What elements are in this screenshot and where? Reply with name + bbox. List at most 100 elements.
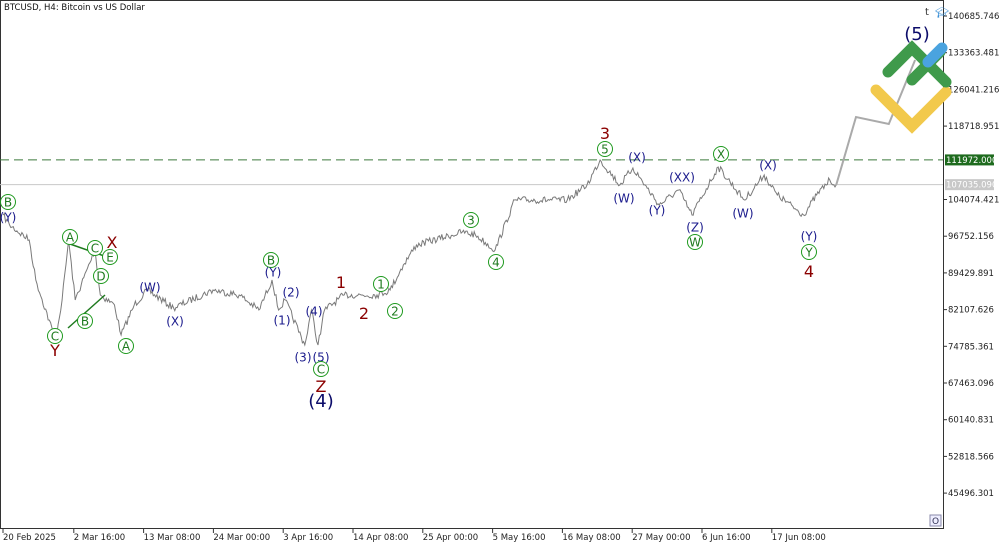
x-tick-label: 20 Feb 2025 — [3, 533, 56, 543]
wave-label[interactable]: (1) — [274, 314, 291, 328]
wave-label[interactable]: (X) — [628, 151, 646, 165]
wave-label[interactable]: B — [263, 252, 279, 268]
wave-label[interactable]: 2 — [387, 303, 403, 319]
wave-label-text: C — [317, 363, 325, 377]
chart-title: BTCUSD, H4: Bitcoin vs US Dollar — [4, 3, 145, 13]
forecast-projection-line — [835, 59, 917, 185]
wave-label-text: (W) — [732, 207, 753, 221]
wave-label-text: W — [689, 236, 701, 250]
wave-label[interactable]: E — [102, 249, 118, 265]
y-tick-label: 107035.090 — [946, 181, 997, 191]
graduation-cap-icon[interactable]: 🎓︎ — [935, 6, 949, 19]
wave-circle — [47, 328, 63, 344]
wave-label[interactable]: 4 — [488, 254, 504, 270]
wave-label[interactable]: A — [62, 229, 78, 245]
x-tick-label: 14 Apr 08:00 — [353, 533, 408, 543]
wave-label[interactable]: (Y) — [801, 230, 818, 244]
wave-label[interactable]: (2) — [283, 286, 300, 300]
wave-label-text: 1 — [336, 273, 346, 292]
y-tick-label: 96752.156 — [948, 232, 994, 242]
y-tick-label: 111972.000 — [946, 156, 997, 166]
wave-label[interactable]: (W) — [732, 207, 753, 221]
wave-label[interactable]: B — [0, 194, 16, 210]
wave-circle — [313, 361, 329, 377]
wave-label[interactable]: (4) — [308, 391, 334, 412]
o-button[interactable] — [929, 514, 942, 527]
wave-label[interactable]: 2 — [359, 304, 369, 323]
wave-label[interactable]: (5) — [313, 351, 330, 365]
wave-label[interactable]: (Y) — [0, 211, 16, 225]
wave-label-text: A — [122, 340, 131, 354]
wave-label[interactable]: 3 — [463, 212, 479, 228]
x-tick-label: 13 Mar 08:00 — [144, 533, 201, 543]
wave-label[interactable]: (XX) — [669, 171, 695, 185]
wave-label[interactable]: (W) — [139, 281, 160, 295]
wave-label-text: B — [267, 254, 275, 268]
wave-label-text: (X) — [759, 159, 777, 173]
x-tick-label: 24 Mar 00:00 — [213, 533, 270, 543]
wave-label[interactable]: 1 — [336, 273, 346, 292]
y-tick-label: 82107.626 — [948, 306, 994, 316]
wave-label[interactable]: W — [687, 234, 703, 250]
wave-label[interactable]: (Y) — [265, 266, 282, 280]
wave-label-text: (5) — [904, 24, 930, 45]
wave-label-text: 1 — [377, 278, 385, 292]
wave-label[interactable]: A — [118, 338, 134, 354]
wave-label[interactable]: Z — [316, 377, 327, 396]
wave-circle — [87, 240, 103, 256]
wave-label-text: Y — [49, 341, 60, 360]
wave-label[interactable]: 5 — [597, 141, 613, 157]
wave-label[interactable]: Y — [49, 341, 60, 360]
wave-label[interactable]: (X) — [166, 315, 184, 329]
wave-label-text: (Y) — [801, 230, 818, 244]
wave-label[interactable]: (Y) — [649, 204, 666, 218]
wave-circle — [488, 254, 504, 270]
wave-label[interactable]: (5) — [904, 24, 930, 45]
wave-label[interactable]: (4) — [306, 305, 323, 319]
y-tick-label: 60140.831 — [948, 416, 994, 426]
y-tick-label: 52818.566 — [948, 452, 994, 462]
wave-label[interactable]: 3 — [600, 124, 610, 143]
wave-label[interactable]: (X) — [759, 159, 777, 173]
y-tick-label: 126041.216 — [948, 85, 999, 95]
wave-circle — [77, 313, 93, 329]
wave-label[interactable]: C — [47, 328, 63, 344]
wave-label[interactable]: X — [713, 146, 729, 162]
broker-logo — [870, 40, 952, 134]
wave-label-text: B — [4, 196, 12, 210]
wave-label-text: 3 — [600, 124, 610, 143]
wave-label[interactable]: (W) — [613, 192, 634, 206]
x-tick-label: 3 Apr 16:00 — [283, 533, 333, 543]
wave-label-text: D — [96, 270, 105, 284]
y-tick-label: 118718.951 — [948, 122, 999, 132]
y-tick-label: 133363.481 — [948, 49, 999, 59]
x-tick-label: 17 Jun 08:00 — [772, 533, 826, 543]
wave-label[interactable]: C — [313, 361, 329, 377]
wave-label[interactable]: B — [77, 313, 93, 329]
wave-label[interactable]: Y — [801, 244, 817, 260]
level-price-tag — [945, 154, 994, 166]
wave-label[interactable]: (3) — [295, 351, 312, 365]
wave-label-text: B — [81, 315, 89, 329]
wave-label[interactable]: (Z) — [686, 221, 704, 235]
wave-label-text: 2 — [391, 305, 399, 319]
y-tick-label: 74785.361 — [948, 342, 994, 352]
wave-label[interactable]: 4 — [804, 262, 814, 281]
wave-label-text: (W) — [139, 281, 160, 295]
wave-label-text: (XX) — [669, 171, 695, 185]
wave-label[interactable]: 1 — [373, 276, 389, 292]
wave-label[interactable]: C — [87, 240, 103, 256]
wave-label-text: C — [51, 330, 59, 344]
wave-label-text: E — [106, 251, 114, 265]
wave-circle — [102, 249, 118, 265]
wave-label[interactable]: D — [93, 268, 109, 284]
wave-circle — [263, 252, 279, 268]
wave-label-text: (Y) — [0, 211, 16, 225]
wave-label[interactable]: X — [107, 233, 118, 252]
wave-circle — [463, 212, 479, 228]
x-tick-label: 16 May 08:00 — [562, 533, 620, 543]
trade-label[interactable]: t — [925, 7, 929, 18]
x-tick-label: 6 Jun 16:00 — [702, 533, 751, 543]
wave-label-text: (2) — [283, 286, 300, 300]
